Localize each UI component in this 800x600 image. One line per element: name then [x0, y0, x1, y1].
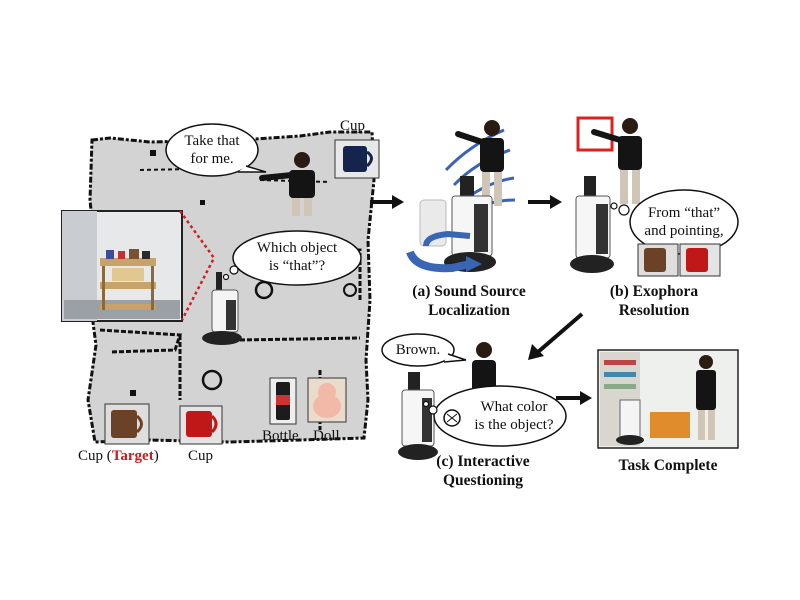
cup-red-label: Cup — [188, 448, 214, 464]
stage-b-bubble-line-2: and pointing, — [644, 223, 724, 239]
question-bubble-text: What color is the object? — [464, 398, 564, 434]
robot-icon — [202, 272, 242, 345]
stage-b-label: (b) Exophora Resolution — [584, 282, 724, 320]
robot-bubble-text: Which object is “that”? — [236, 239, 358, 275]
answer-bubble-text: Brown. — [395, 342, 441, 358]
cup-target-label: Cup (Target) — [78, 448, 159, 464]
person-icon — [259, 152, 315, 216]
request-line-1: Take that — [184, 133, 240, 149]
target-word: Target — [111, 448, 154, 464]
pointer-line — [178, 210, 216, 321]
cup-red-image — [179, 405, 223, 445]
robot-bubble — [222, 230, 362, 286]
request-line-2: for me. — [190, 151, 234, 167]
doll-image — [307, 377, 347, 423]
bottle-image — [269, 377, 297, 425]
stage-a-illustration — [406, 120, 516, 273]
bottle-label: Bottle — [262, 428, 299, 444]
stage-b-line-1: (b) Exophora — [609, 283, 699, 300]
shelf-photo — [61, 210, 183, 322]
request-bubble — [165, 123, 267, 177]
stage-a-line-1: (a) Sound Source — [412, 283, 526, 300]
question-line-2: is the object? — [474, 417, 554, 433]
task-complete-label: Task Complete — [618, 457, 718, 474]
stage-c-line-1: (c) Interactive — [436, 453, 530, 470]
stage-b-bubble-text: From “that” and pointing, — [632, 204, 736, 240]
occupancy-map — [86, 130, 376, 444]
cup-top-label: Cup — [340, 118, 366, 134]
robot-question-line-1: Which object — [256, 240, 338, 256]
request-bubble-text: Take that for me. — [166, 132, 258, 168]
stage-c-label: (c) Interactive Questioning — [418, 452, 548, 490]
stage-b-illustration — [570, 116, 739, 277]
pointing-target-box — [576, 116, 614, 152]
assistant-icon — [443, 409, 461, 427]
arrow-to-c — [536, 312, 584, 354]
stage-c-illustration — [381, 333, 567, 460]
question-line-1: What color — [480, 399, 548, 415]
stage-a-label: (a) Sound Source Localization — [394, 282, 544, 320]
task-complete-photo — [597, 349, 739, 449]
stage-a-line-2: Localization — [428, 302, 510, 319]
doll-label: Doll — [313, 428, 340, 444]
stage-c-line-2: Questioning — [442, 472, 524, 489]
robot-question-line-2: is “that”? — [268, 258, 326, 274]
cup-top-image — [334, 139, 380, 179]
stage-b-bubble-line-1: From “that” — [647, 205, 721, 221]
stage-b-line-2: Resolution — [618, 302, 690, 319]
cup-target-image — [104, 403, 150, 445]
